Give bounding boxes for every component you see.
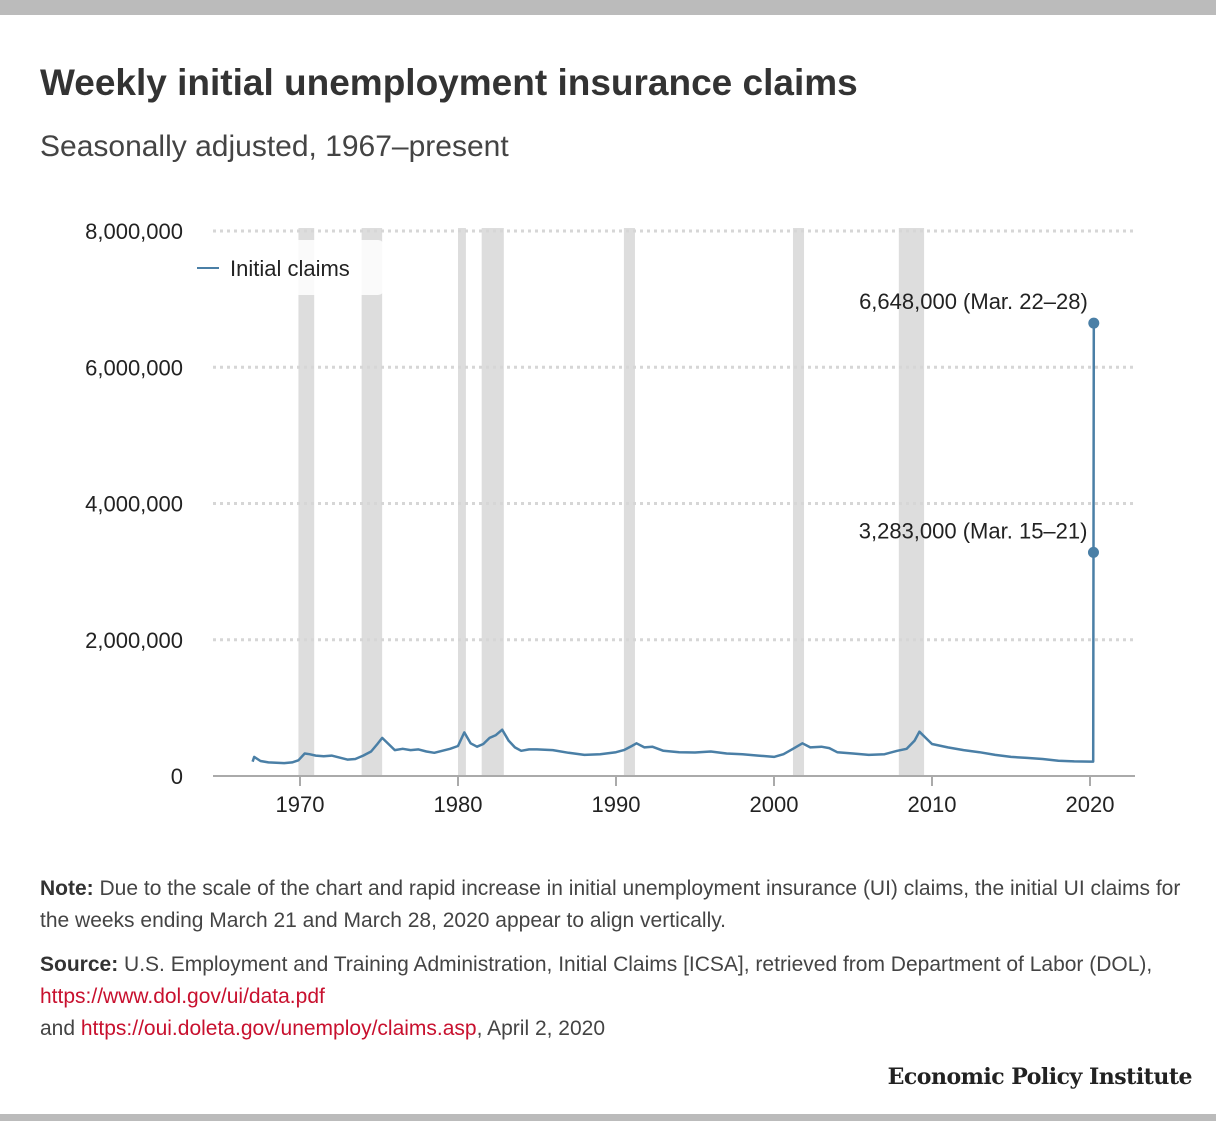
y-tick-label: 8,000,000 [85, 219, 183, 244]
note-text: Due to the scale of the chart and rapid … [40, 877, 1181, 932]
y-tick-label: 2,000,000 [85, 628, 183, 653]
bottom-border [0, 1114, 1216, 1121]
chart-subtitle: Seasonally adjusted, 1967–present [40, 130, 509, 163]
y-tick-label: 6,000,000 [85, 355, 183, 380]
note: Note: Due to the scale of the chart and … [40, 873, 1190, 937]
data-point [1087, 546, 1099, 558]
series-line-initial-claims [251, 323, 1096, 765]
data-point [1088, 317, 1100, 329]
x-tick-label: 2010 [908, 792, 957, 817]
y-tick-label: 0 [171, 764, 183, 789]
x-tick-label: 2000 [750, 792, 799, 817]
epi-logo: Economic Policy Institute [887, 1064, 1193, 1090]
recession-band [898, 228, 925, 776]
chart-title: Weekly initial unemployment insurance cl… [40, 62, 858, 103]
note-label: Note: [40, 877, 94, 900]
recession-band [623, 228, 635, 776]
x-tick-label: 1990 [592, 792, 641, 817]
recession-band [458, 228, 466, 776]
source-label: Source: [40, 953, 119, 976]
source: Source: U.S. Employment and Training Adm… [40, 949, 1190, 1045]
data-label: 3,283,000 (Mar. 15–21) [859, 518, 1088, 543]
recession-band [792, 228, 805, 776]
source-date: , April 2, 2020 [476, 1017, 606, 1040]
x-tick-label: 2020 [1066, 792, 1115, 817]
data-label: 6,648,000 (Mar. 22–28) [859, 289, 1088, 314]
source-text-and: and [40, 1017, 81, 1040]
chart: 0 2,000,000 4,000,000 6,000,000 8,000,000 197… [85, 219, 1135, 817]
legend: Initial claims [190, 240, 384, 295]
top-border [0, 0, 1216, 15]
source-text: U.S. Employment and Training Administrat… [118, 953, 1153, 976]
recession-band [361, 228, 383, 776]
legend-box [190, 240, 384, 295]
y-tick-label: 4,000,000 [85, 492, 183, 517]
x-tick-label: 1970 [276, 792, 325, 817]
source-link-dol[interactable]: https://www.dol.gov/ui/data.pdf [40, 985, 325, 1008]
source-link-doleta[interactable]: https://oui.doleta.gov/unemploy/claims.a… [80, 1017, 477, 1040]
legend-label: Initial claims [230, 256, 350, 281]
x-tick-label: 1980 [434, 792, 483, 817]
